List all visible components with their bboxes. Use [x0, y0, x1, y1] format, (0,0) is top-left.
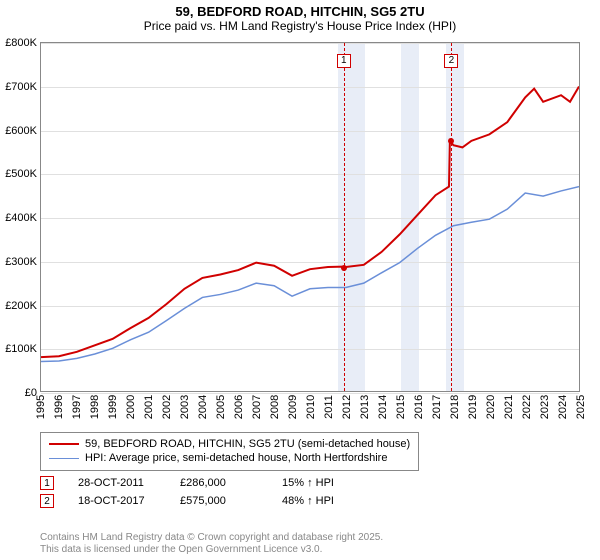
x-tick-label: 1998	[89, 395, 101, 419]
legend-swatch	[49, 443, 79, 445]
x-tick-label: 2023	[539, 395, 551, 419]
x-tick-label: 2017	[431, 395, 443, 419]
x-tick-label: 2014	[377, 395, 389, 419]
legend: 59, BEDFORD ROAD, HITCHIN, SG5 2TU (semi…	[40, 432, 419, 471]
x-tick-label: 2003	[179, 395, 191, 419]
transaction-date: 18-OCT-2017	[78, 495, 156, 507]
x-tick-label: 2020	[485, 395, 497, 419]
x-tick-label: 2007	[251, 395, 263, 419]
legend-item: 59, BEDFORD ROAD, HITCHIN, SG5 2TU (semi…	[49, 437, 410, 451]
price-marker	[448, 138, 454, 144]
x-tick-label: 2009	[287, 395, 299, 419]
x-tick-label: 1999	[107, 395, 119, 419]
x-tick-label: 2011	[323, 395, 335, 419]
x-tick-label: 2022	[521, 395, 533, 419]
transaction-price: £286,000	[180, 477, 258, 489]
y-tick-label: £200K	[1, 300, 37, 312]
transaction-number: 2	[40, 494, 54, 508]
y-tick-label: £500K	[1, 168, 37, 180]
transaction-row: 1 28-OCT-2011 £286,000 15% ↑ HPI	[40, 476, 360, 490]
x-tick-label: 2001	[143, 395, 155, 419]
series-hpi	[41, 187, 579, 362]
footer-line2: This data is licensed under the Open Gov…	[40, 544, 383, 556]
y-tick-label: £0	[1, 387, 37, 399]
x-tick-label: 2012	[341, 395, 353, 419]
legend-label: HPI: Average price, semi-detached house,…	[85, 451, 387, 465]
footer-line1: Contains HM Land Registry data © Crown c…	[40, 532, 383, 544]
x-tick-label: 2018	[449, 395, 461, 419]
x-tick-label: 1995	[35, 395, 47, 419]
x-tick-label: 2010	[305, 395, 317, 419]
chart-plot-area: £0£100K£200K£300K£400K£500K£600K£700K£80…	[40, 42, 580, 392]
y-tick-label: £300K	[1, 256, 37, 268]
x-tick-label: 2008	[269, 395, 281, 419]
series-price_paid	[41, 87, 579, 358]
x-tick-label: 2025	[575, 395, 587, 419]
transactions-table: 1 28-OCT-2011 £286,000 15% ↑ HPI 2 18-OCT-201…	[40, 476, 360, 512]
x-tick-label: 2015	[395, 395, 407, 419]
x-tick-label: 1996	[53, 395, 65, 419]
transaction-date: 28-OCT-2011	[78, 477, 156, 489]
y-tick-label: £100K	[1, 343, 37, 355]
x-tick-label: 2002	[161, 395, 173, 419]
chart-title: 59, BEDFORD ROAD, HITCHIN, SG5 2TU	[0, 4, 600, 19]
x-tick-label: 2006	[233, 395, 245, 419]
x-tick-label: 2024	[557, 395, 569, 419]
x-tick-label: 2019	[467, 395, 479, 419]
transaction-price: £575,000	[180, 495, 258, 507]
x-tick-label: 2021	[503, 395, 515, 419]
x-tick-label: 2004	[197, 395, 209, 419]
legend-label: 59, BEDFORD ROAD, HITCHIN, SG5 2TU (semi…	[85, 437, 410, 451]
chart-subtitle: Price paid vs. HM Land Registry's House …	[0, 19, 600, 33]
transaction-delta: 15% ↑ HPI	[282, 477, 360, 489]
price-marker	[341, 265, 347, 271]
x-tick-label: 1997	[71, 395, 83, 419]
x-tick-label: 2005	[215, 395, 227, 419]
y-tick-label: £800K	[1, 37, 37, 49]
footer-text: Contains HM Land Registry data © Crown c…	[40, 532, 383, 556]
legend-swatch	[49, 458, 79, 459]
legend-item: HPI: Average price, semi-detached house,…	[49, 451, 410, 465]
y-tick-label: £700K	[1, 81, 37, 93]
x-tick-label: 2000	[125, 395, 137, 419]
y-tick-label: £600K	[1, 125, 37, 137]
transaction-row: 2 18-OCT-2017 £575,000 48% ↑ HPI	[40, 494, 360, 508]
y-tick-label: £400K	[1, 212, 37, 224]
x-tick-label: 2016	[413, 395, 425, 419]
transaction-delta: 48% ↑ HPI	[282, 495, 360, 507]
transaction-number: 1	[40, 476, 54, 490]
x-tick-label: 2013	[359, 395, 371, 419]
